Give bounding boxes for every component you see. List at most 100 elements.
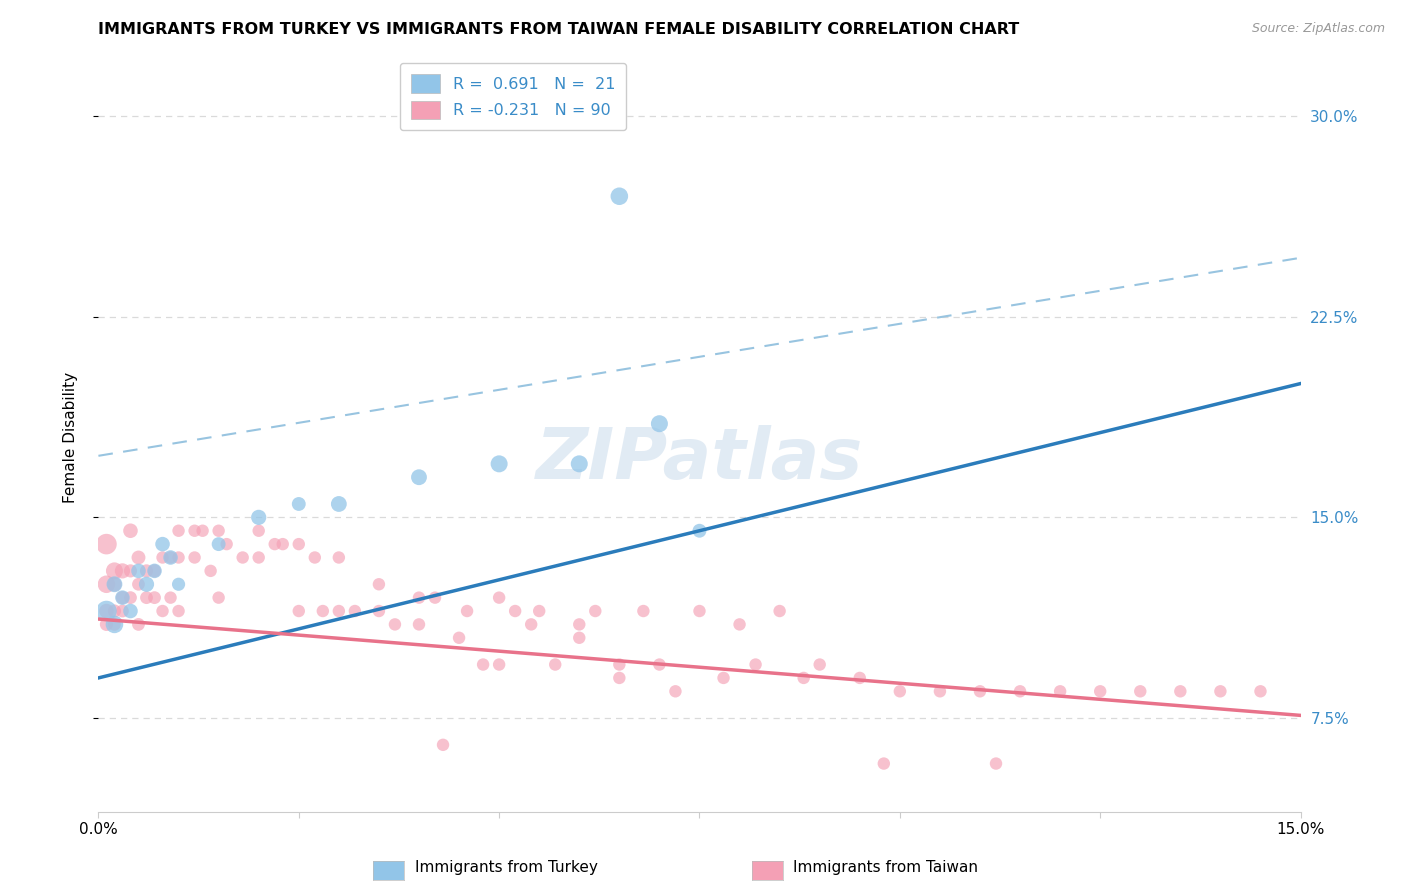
- Point: [111, 591, 134, 605]
- Point: [648, 417, 671, 431]
- Point: [689, 604, 711, 618]
- Point: [111, 591, 134, 605]
- Point: [215, 537, 238, 551]
- Point: [128, 550, 150, 565]
- Point: [143, 564, 166, 578]
- Point: [288, 497, 311, 511]
- Point: [143, 591, 166, 605]
- Point: [312, 604, 335, 618]
- Point: [120, 524, 142, 538]
- Point: [744, 657, 766, 672]
- Point: [96, 577, 118, 591]
- Point: [159, 550, 181, 565]
- Point: [529, 604, 551, 618]
- Point: [96, 604, 118, 618]
- Point: [343, 604, 366, 618]
- Point: [793, 671, 815, 685]
- Point: [488, 457, 510, 471]
- Point: [288, 604, 311, 618]
- Point: [135, 577, 157, 591]
- Point: [328, 550, 350, 565]
- Point: [120, 604, 142, 618]
- Point: [111, 604, 134, 618]
- Text: ZIPatlas: ZIPatlas: [536, 425, 863, 494]
- Point: [408, 617, 430, 632]
- Point: [609, 671, 631, 685]
- Text: IMMIGRANTS FROM TURKEY VS IMMIGRANTS FROM TAIWAN FEMALE DISABILITY CORRELATION C: IMMIGRANTS FROM TURKEY VS IMMIGRANTS FRO…: [98, 22, 1019, 37]
- Point: [447, 631, 470, 645]
- Point: [128, 577, 150, 591]
- Point: [152, 604, 174, 618]
- Point: [96, 604, 118, 618]
- Point: [423, 591, 446, 605]
- Point: [456, 604, 478, 618]
- Point: [609, 657, 631, 672]
- Point: [1129, 684, 1152, 698]
- Point: [929, 684, 952, 698]
- Point: [183, 524, 205, 538]
- Point: [984, 756, 1007, 771]
- Point: [503, 604, 526, 618]
- Point: [969, 684, 991, 698]
- Point: [713, 671, 735, 685]
- Point: [304, 550, 326, 565]
- Point: [1088, 684, 1111, 698]
- Point: [247, 550, 270, 565]
- Point: [1250, 684, 1272, 698]
- Point: [143, 564, 166, 578]
- Point: [568, 617, 591, 632]
- Point: [152, 537, 174, 551]
- Point: [432, 738, 454, 752]
- Point: [247, 510, 270, 524]
- Point: [120, 564, 142, 578]
- Point: [200, 564, 222, 578]
- Point: [889, 684, 911, 698]
- Point: [544, 657, 567, 672]
- Point: [808, 657, 831, 672]
- Point: [103, 617, 125, 632]
- Point: [1170, 684, 1192, 698]
- Text: Immigrants from Taiwan: Immigrants from Taiwan: [793, 861, 979, 875]
- Point: [288, 537, 311, 551]
- Point: [96, 617, 118, 632]
- Point: [152, 550, 174, 565]
- Point: [103, 577, 125, 591]
- Point: [873, 756, 896, 771]
- Point: [135, 591, 157, 605]
- Point: [368, 577, 391, 591]
- Text: Immigrants from Turkey: Immigrants from Turkey: [415, 861, 598, 875]
- Point: [520, 617, 543, 632]
- Point: [167, 524, 190, 538]
- Point: [103, 617, 125, 632]
- Point: [583, 604, 606, 618]
- Point: [159, 550, 181, 565]
- Point: [568, 631, 591, 645]
- Point: [128, 617, 150, 632]
- Point: [568, 457, 591, 471]
- Point: [1209, 684, 1232, 698]
- Point: [103, 604, 125, 618]
- Point: [159, 591, 181, 605]
- Point: [728, 617, 751, 632]
- Point: [96, 537, 118, 551]
- Point: [384, 617, 406, 632]
- Legend: R =  0.691   N =  21, R = -0.231   N = 90: R = 0.691 N = 21, R = -0.231 N = 90: [399, 63, 626, 130]
- Point: [120, 591, 142, 605]
- Point: [328, 497, 350, 511]
- Point: [111, 564, 134, 578]
- Point: [232, 550, 254, 565]
- Point: [769, 604, 792, 618]
- Point: [408, 591, 430, 605]
- Point: [849, 671, 872, 685]
- Point: [368, 604, 391, 618]
- Point: [1010, 684, 1032, 698]
- Point: [263, 537, 285, 551]
- Point: [208, 524, 231, 538]
- Point: [488, 591, 510, 605]
- Point: [191, 524, 214, 538]
- Point: [472, 657, 495, 672]
- Point: [408, 470, 430, 484]
- Point: [247, 524, 270, 538]
- Point: [167, 577, 190, 591]
- Point: [271, 537, 294, 551]
